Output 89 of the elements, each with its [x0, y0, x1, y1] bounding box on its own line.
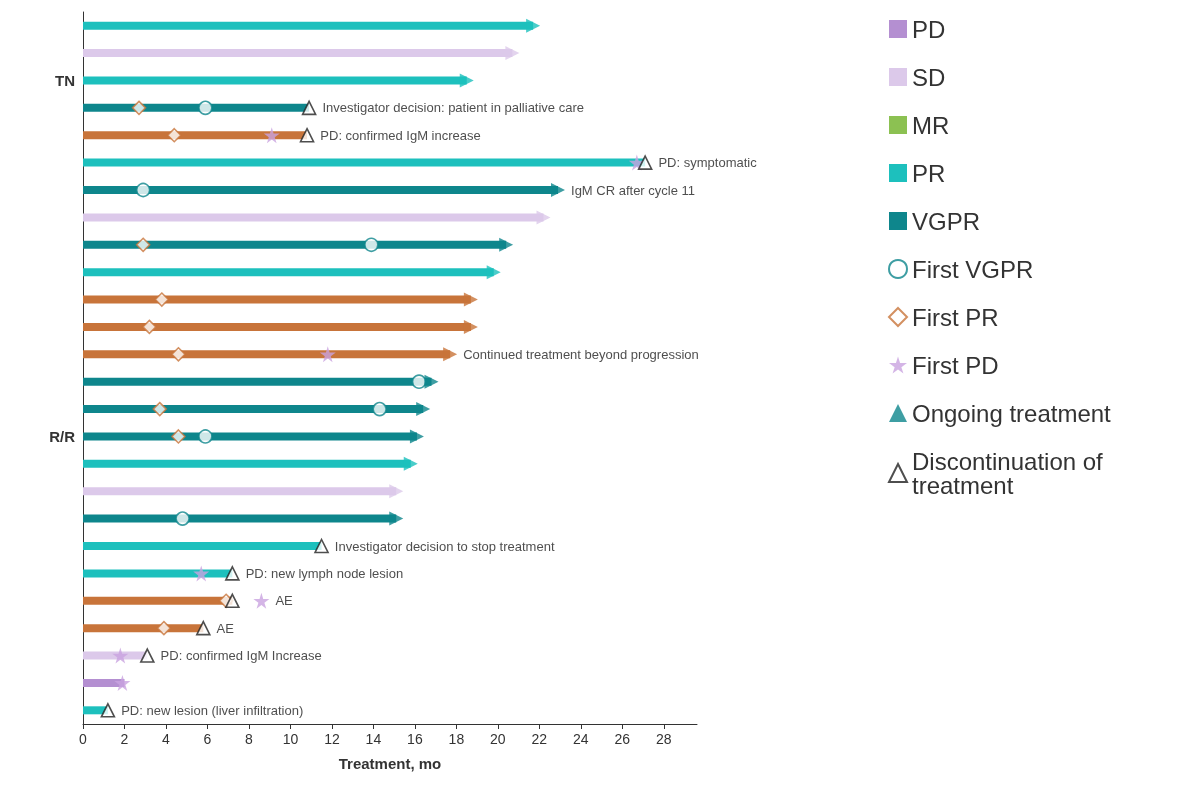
point — [154, 292, 170, 307]
point — [135, 182, 151, 198]
data-label: Investigator decision: patient in palliative care — [322, 100, 584, 116]
x-tick-label: 18 — [448, 731, 465, 747]
data-label: Investigator decision to stop treatment — [334, 538, 555, 554]
legend-label: Discontinuation of treatment — [912, 447, 1110, 499]
point — [637, 155, 653, 170]
point — [389, 484, 404, 499]
bar — [83, 569, 233, 578]
point — [171, 347, 186, 362]
point — [112, 647, 129, 664]
x-tick-label: 6 — [203, 731, 212, 747]
point — [526, 18, 541, 33]
x-tick-label: 2 — [120, 731, 129, 747]
point — [193, 565, 210, 582]
point — [263, 127, 280, 144]
x-tick-label: 10 — [282, 731, 299, 747]
x-tick-label: 8 — [245, 731, 254, 747]
point — [198, 100, 213, 116]
point — [411, 374, 427, 389]
point — [403, 456, 418, 471]
point — [100, 703, 116, 718]
point — [301, 100, 317, 116]
point — [536, 210, 551, 225]
point — [196, 620, 211, 636]
x-tick-label: 12 — [324, 731, 340, 747]
point — [443, 347, 458, 362]
y-tick-label: TN — [55, 71, 75, 89]
point — [131, 100, 147, 116]
x-tick-label: 22 — [531, 731, 548, 747]
point — [140, 648, 155, 663]
legend-label: MR — [912, 111, 950, 139]
data-label: PD: new lymph node lesion — [245, 565, 404, 581]
point — [409, 429, 424, 444]
legend-label: First PR — [912, 303, 999, 331]
legend-label: VGPR — [912, 207, 981, 235]
data-label: PD: confirmed IgM increase — [320, 127, 481, 143]
point — [225, 593, 240, 609]
x-tick-label: 4 — [162, 731, 171, 747]
point — [364, 237, 379, 253]
legend-label: PR — [912, 159, 946, 187]
point — [142, 319, 157, 335]
point — [486, 265, 501, 280]
x-tick-label: 28 — [656, 731, 672, 747]
point — [459, 73, 474, 88]
point — [156, 620, 172, 636]
data-label: AE — [216, 620, 235, 636]
legend-label: First VGPR — [912, 255, 1034, 283]
point — [389, 511, 404, 526]
data-label: PD: symptomatic — [658, 155, 758, 171]
point — [551, 183, 566, 197]
point — [114, 674, 131, 691]
legend-label: First PD — [912, 351, 999, 379]
x-tick-label: 26 — [614, 731, 631, 747]
x-tick-label: 20 — [490, 731, 506, 747]
point — [463, 319, 478, 334]
point — [314, 538, 329, 554]
point — [463, 292, 478, 307]
x-tick-label: 14 — [365, 731, 382, 747]
point — [198, 429, 213, 444]
point — [135, 237, 151, 253]
point — [225, 566, 240, 581]
x-axis-title: Treatment, mo — [338, 755, 442, 772]
point — [319, 346, 336, 363]
point — [505, 46, 520, 61]
point — [152, 401, 168, 417]
point — [171, 429, 186, 444]
point — [253, 592, 270, 609]
point — [175, 511, 190, 526]
legend-label: PD — [912, 15, 946, 43]
point — [372, 401, 387, 417]
bar — [83, 158, 646, 167]
legend-label: Ongoing treatment — [912, 399, 1112, 427]
point — [499, 237, 514, 252]
point — [299, 127, 315, 143]
legend-label: SD — [912, 63, 946, 91]
point — [424, 374, 439, 389]
x-tick-label: 0 — [79, 731, 88, 747]
point — [166, 127, 182, 143]
data-label: IgM CR after cycle 11 — [571, 182, 696, 198]
bar — [83, 542, 322, 550]
point — [416, 402, 431, 417]
data-label: AE — [275, 593, 294, 609]
y-tick-label: R/R — [49, 427, 76, 445]
data-label: Continued treatment beyond progression — [463, 346, 699, 362]
x-tick-label: 24 — [573, 731, 589, 747]
data-label: PD: new lesion (liver infiltration) — [121, 702, 304, 718]
data-label: PD: confirmed IgM Increase — [160, 648, 322, 664]
x-tick-label: 16 — [407, 731, 423, 747]
